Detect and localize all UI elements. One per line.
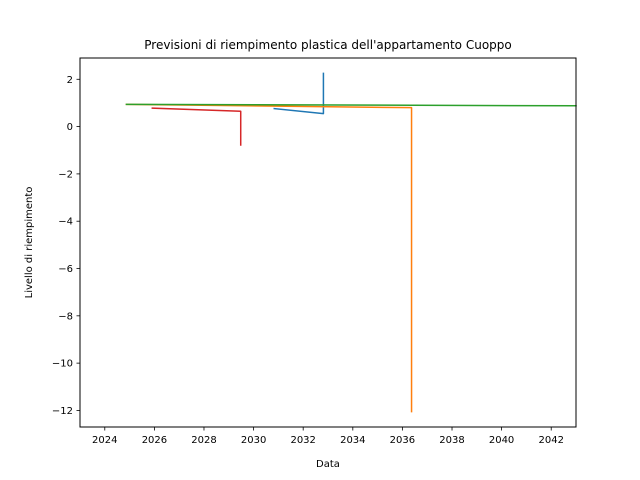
x-tick-label-2024: 2024 <box>92 435 117 446</box>
x-tick-label-2028: 2028 <box>191 435 216 446</box>
x-axis: 2024 2026 2028 2030 2032 2034 2036 2038 2040 2042 <box>92 427 564 446</box>
series-line-1 <box>273 72 325 115</box>
y-tick-label--8: −8 <box>58 311 73 322</box>
x-tick-label-2040: 2040 <box>489 435 514 446</box>
y-tick-label--10: −10 <box>52 359 73 370</box>
x-tick-label-2034: 2034 <box>340 435 365 446</box>
x-axis-title: Data <box>316 459 340 470</box>
y-tick-label--6: −6 <box>58 264 73 275</box>
y-axis-title: Livello di riempimento <box>24 187 35 299</box>
y-tick-label-2: 2 <box>67 75 73 86</box>
series-line-4 <box>151 107 242 146</box>
y-axis: 2 0 −2 −4 −6 −8 −10 −12 <box>52 75 80 417</box>
series-layer <box>125 72 577 413</box>
chart-title: Previsioni di riempimento plastica dell'… <box>144 38 512 52</box>
x-tick-label-2032: 2032 <box>290 435 315 446</box>
x-tick-label-2042: 2042 <box>538 435 563 446</box>
x-tick-label-2026: 2026 <box>142 435 167 446</box>
y-tick-label--2: −2 <box>58 169 73 180</box>
y-tick-label-0: 0 <box>67 122 73 133</box>
series-line-3 <box>125 103 577 107</box>
x-tick-label-2038: 2038 <box>439 435 464 446</box>
axes-frame <box>79 57 577 428</box>
y-tick-label--12: −12 <box>52 406 73 417</box>
series-line-2 <box>125 103 413 413</box>
plot-area <box>79 57 577 428</box>
y-tick-label--4: −4 <box>58 217 73 228</box>
x-tick-label-2030: 2030 <box>241 435 266 446</box>
x-tick-label-2036: 2036 <box>390 435 415 446</box>
